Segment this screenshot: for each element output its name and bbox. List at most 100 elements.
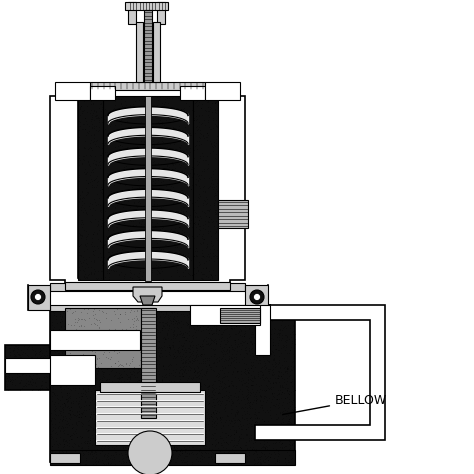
Point [264, 329, 272, 337]
Point [37, 381, 45, 389]
Point [3, 383, 11, 390]
Point [135, 361, 142, 369]
Point [51, 447, 59, 455]
Point [264, 445, 271, 452]
Point [79, 363, 86, 370]
Point [94, 388, 101, 395]
Point [89, 177, 96, 185]
Point [72, 419, 80, 427]
Point [119, 443, 127, 451]
Point [207, 393, 215, 401]
Point [100, 380, 108, 387]
Point [216, 366, 223, 374]
Point [99, 257, 106, 265]
Point [64, 420, 71, 428]
Point [63, 346, 70, 353]
Point [128, 192, 135, 200]
Point [199, 201, 206, 209]
Point [116, 141, 123, 149]
Point [113, 455, 120, 462]
Point [191, 402, 199, 410]
Point [277, 372, 285, 379]
Point [163, 461, 170, 468]
Point [244, 404, 251, 411]
Point [172, 304, 179, 312]
Point [192, 123, 200, 131]
Point [121, 447, 129, 454]
Point [76, 336, 84, 344]
Point [127, 316, 134, 323]
Point [210, 315, 217, 322]
Point [191, 382, 198, 390]
Point [197, 305, 204, 312]
Point [180, 208, 187, 216]
Point [215, 450, 222, 457]
Point [153, 266, 161, 274]
Point [120, 272, 128, 280]
Point [105, 236, 113, 243]
Point [130, 388, 137, 395]
Point [103, 423, 110, 431]
Point [247, 422, 255, 430]
Point [142, 328, 150, 336]
Point [49, 426, 56, 434]
Point [166, 307, 173, 315]
Point [198, 268, 205, 276]
Point [222, 429, 229, 437]
Point [272, 345, 280, 353]
Point [82, 388, 90, 396]
Point [173, 252, 181, 260]
Point [199, 320, 207, 328]
Point [206, 149, 213, 157]
Point [164, 381, 172, 388]
Point [194, 316, 202, 323]
Point [88, 377, 95, 385]
Point [131, 216, 139, 224]
Point [127, 156, 134, 164]
Point [176, 130, 183, 138]
Point [226, 433, 234, 440]
Point [32, 375, 39, 383]
Point [148, 218, 156, 226]
Point [164, 424, 172, 432]
Point [230, 437, 238, 444]
Point [179, 456, 186, 464]
Point [125, 365, 133, 373]
Point [93, 346, 101, 353]
Point [278, 421, 286, 428]
Point [74, 325, 82, 332]
Point [231, 365, 239, 372]
Point [49, 423, 56, 430]
Point [257, 317, 265, 325]
Point [206, 103, 213, 111]
Point [209, 440, 216, 447]
Point [86, 422, 94, 430]
Point [54, 365, 62, 372]
Point [223, 416, 230, 424]
Point [188, 437, 195, 444]
Point [285, 390, 293, 398]
Point [95, 316, 102, 324]
Point [247, 312, 255, 320]
Point [82, 234, 90, 241]
Point [250, 410, 257, 418]
Point [160, 398, 167, 405]
Point [211, 189, 219, 197]
Point [131, 97, 139, 104]
Point [48, 448, 56, 456]
Point [260, 451, 267, 459]
Point [172, 405, 180, 412]
Point [252, 410, 259, 418]
Point [143, 171, 150, 179]
Point [267, 386, 275, 393]
Point [123, 308, 130, 316]
Point [257, 426, 265, 434]
Point [254, 360, 262, 367]
Point [225, 447, 232, 455]
Point [75, 397, 83, 405]
Point [276, 387, 283, 394]
Point [109, 447, 117, 454]
Point [211, 388, 219, 395]
Point [180, 339, 188, 346]
Point [277, 444, 284, 451]
